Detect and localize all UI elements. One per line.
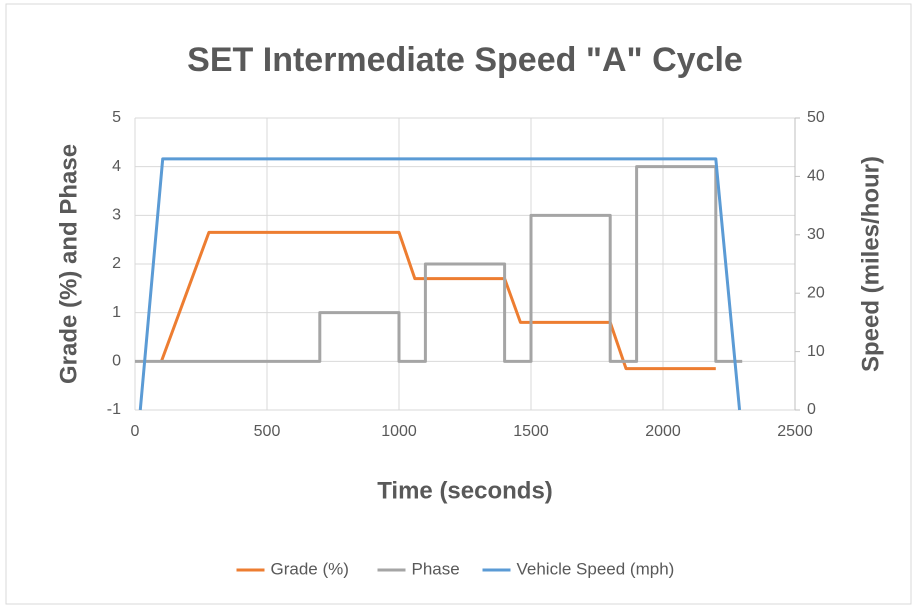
x-tick-label: 1000 (381, 423, 417, 440)
x-axis-title: Time (seconds) (377, 477, 553, 504)
x-tick-label: 1500 (513, 423, 549, 440)
chart-title: SET Intermediate Speed "A" Cycle (187, 41, 743, 79)
legend-label: Grade (%) (271, 559, 349, 578)
y2-tick-label: 20 (807, 284, 825, 301)
y-tick-label: 5 (112, 109, 121, 126)
y-tick-label: 1 (112, 304, 121, 321)
y-tick-label: 3 (112, 207, 121, 224)
y2-tick-label: 0 (807, 401, 816, 418)
y2-tick-label: 50 (807, 109, 825, 126)
y2-tick-label: 10 (807, 343, 825, 360)
x-tick-label: 500 (254, 423, 281, 440)
y2-tick-label: 30 (807, 226, 825, 243)
x-tick-label: 0 (131, 423, 140, 440)
series-line (138, 157, 742, 411)
y-axis-title: Grade (%) and Phase (55, 144, 82, 384)
x-tick-label: 2500 (777, 423, 813, 440)
chart-frame (5, 3, 912, 605)
legend-label: Vehicle Speed (mph) (517, 559, 675, 578)
x-tick-label: 2000 (645, 423, 681, 440)
y-tick-label: 4 (112, 158, 121, 175)
legend-label: Phase (412, 559, 460, 578)
series-line (135, 165, 743, 363)
y-tick-label: 2 (112, 255, 121, 272)
y-tick-label: -1 (107, 401, 121, 418)
y2-tick-label: 40 (807, 168, 825, 185)
y-tick-label: 0 (112, 353, 121, 370)
y2-axis-title: Speed (miles/hour) (857, 156, 884, 372)
